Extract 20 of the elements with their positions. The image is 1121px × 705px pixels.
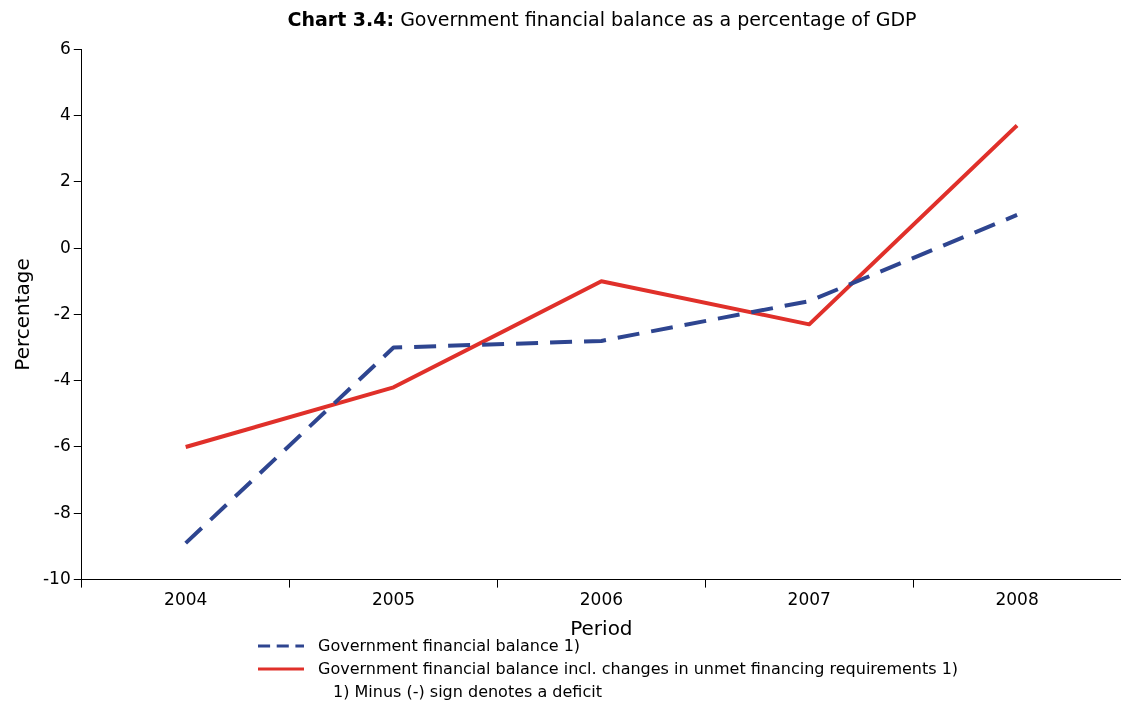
y-tick-label: -2 [53, 302, 71, 323]
y-tick-label: 2 [59, 170, 71, 191]
y-axis-title: Percentage [10, 258, 35, 371]
x-tick-label: 2006 [579, 589, 624, 610]
text: 1) Minus (-) sign denotes a deficit [333, 681, 603, 703]
x-tick-label: 2004 [164, 589, 208, 610]
y-tick-label: 0 [59, 236, 71, 257]
y-tick-label: -4 [53, 369, 71, 390]
chart-title: Chart 3.4: Government financial balance as a percentage of GDP [287, 8, 917, 30]
y-tick-label: 6 [59, 37, 71, 58]
y-tick-label: -8 [53, 501, 71, 522]
line-series [183, 212, 1020, 546]
x-tick-label: 2007 [787, 589, 831, 610]
x-tick-label: 2008 [995, 589, 1039, 610]
x-tick-label: 2005 [371, 589, 416, 610]
legend-label: Government financial balance incl. changes in unmet financing requirements 1) [318, 658, 959, 680]
y-tick-label: -6 [53, 435, 71, 456]
legend-label: Government financial balance 1) [318, 635, 581, 657]
y-tick-label: 4 [59, 103, 71, 124]
y-tick-label: -10 [42, 568, 71, 589]
